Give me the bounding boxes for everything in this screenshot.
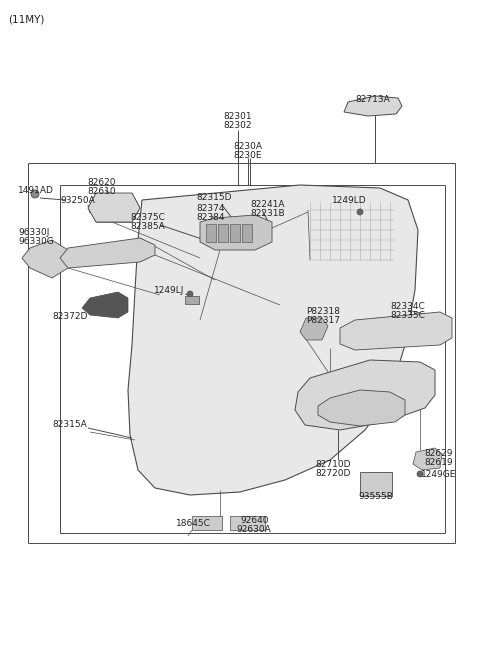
Text: 82385A: 82385A (130, 222, 165, 231)
Text: 82334C: 82334C (390, 302, 425, 311)
Bar (242, 224, 252, 242)
Text: 82241A: 82241A (250, 200, 285, 209)
Text: 82301: 82301 (224, 112, 252, 121)
Text: 82231B: 82231B (250, 209, 285, 218)
Polygon shape (200, 215, 272, 250)
Circle shape (417, 471, 423, 477)
Text: 82713A: 82713A (355, 95, 390, 104)
Text: 82374: 82374 (196, 204, 225, 213)
Text: 1491AD: 1491AD (18, 186, 54, 195)
Text: 1249LJ: 1249LJ (154, 286, 184, 295)
Polygon shape (318, 390, 405, 426)
Text: 92630A: 92630A (236, 525, 271, 534)
Text: 18645C: 18645C (176, 519, 211, 528)
Text: 82619: 82619 (424, 458, 453, 467)
Text: 82372D: 82372D (52, 312, 87, 321)
Bar (185, 296, 199, 304)
Circle shape (357, 209, 363, 215)
Polygon shape (344, 96, 402, 116)
Text: 8230A: 8230A (233, 142, 263, 151)
Polygon shape (295, 360, 435, 430)
Text: 1249LD: 1249LD (332, 196, 367, 205)
Text: 93250A: 93250A (60, 196, 95, 205)
Text: 96330J: 96330J (18, 228, 49, 237)
Polygon shape (60, 238, 155, 268)
Text: 82375C: 82375C (130, 213, 165, 222)
Text: 82720D: 82720D (315, 469, 350, 478)
Polygon shape (82, 292, 128, 318)
Text: 82620: 82620 (87, 178, 116, 187)
Text: 8230E: 8230E (234, 151, 262, 160)
Text: 1249GE: 1249GE (421, 470, 456, 479)
Text: 82710D: 82710D (315, 460, 350, 469)
Polygon shape (22, 240, 68, 278)
Text: 96330G: 96330G (18, 237, 54, 246)
Polygon shape (340, 312, 452, 350)
Bar (192, 516, 222, 530)
Text: P82317: P82317 (306, 316, 340, 325)
Bar (206, 224, 216, 242)
Text: 82335C: 82335C (390, 311, 425, 320)
Text: 82315A: 82315A (52, 420, 87, 429)
Polygon shape (300, 318, 328, 340)
Bar (230, 516, 265, 530)
Text: 93555B: 93555B (358, 492, 393, 501)
Bar (230, 224, 240, 242)
Text: P82318: P82318 (306, 307, 340, 316)
Bar (218, 224, 228, 242)
Text: 82384: 82384 (196, 213, 225, 222)
Text: 82629: 82629 (424, 449, 453, 458)
Text: (11MY): (11MY) (8, 14, 44, 24)
Text: 92640: 92640 (240, 516, 268, 525)
Circle shape (31, 190, 39, 198)
Polygon shape (88, 193, 140, 222)
Polygon shape (128, 185, 418, 495)
Text: 82302: 82302 (224, 121, 252, 130)
Circle shape (187, 291, 193, 297)
Polygon shape (413, 448, 442, 470)
Text: 82315D: 82315D (196, 193, 231, 202)
Bar (360, 472, 392, 496)
Text: 82610: 82610 (87, 187, 116, 196)
